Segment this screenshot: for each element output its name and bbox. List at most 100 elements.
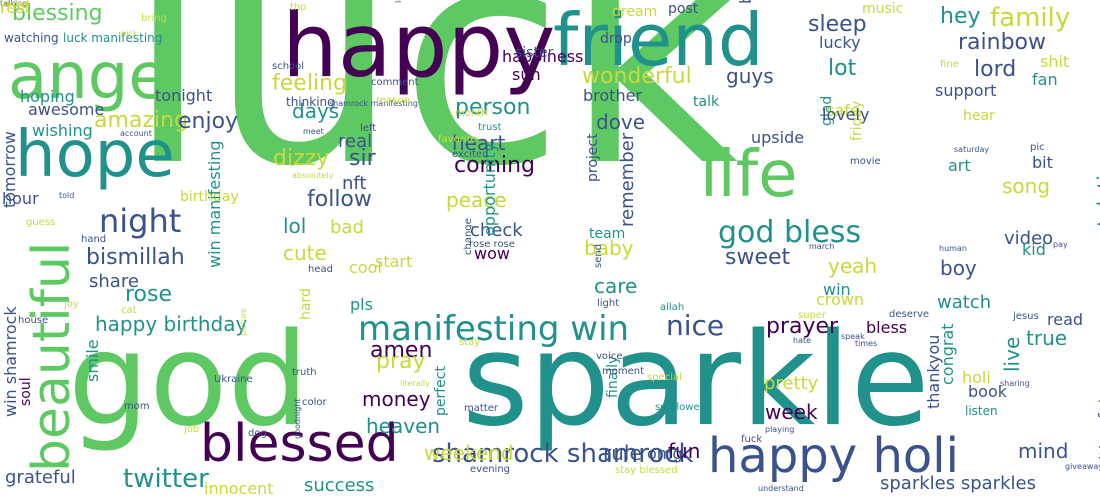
- cloud-word: amen: [370, 338, 433, 363]
- cloud-word: shamrock shamrock: [432, 439, 694, 469]
- cloud-word: check: [470, 220, 523, 241]
- cloud-word: omg: [647, 444, 683, 463]
- cloud-word: twitter: [123, 464, 209, 494]
- cloud-word: lol: [283, 214, 307, 238]
- cloud-word: school: [272, 61, 305, 72]
- cloud-word: shamrock manifesting: [329, 99, 418, 108]
- cloud-word: drop: [600, 31, 632, 47]
- cloud-word: boy: [940, 256, 977, 280]
- cloud-word: pray: [376, 349, 426, 374]
- cloud-word: reason: [376, 95, 410, 106]
- cloud-word: evening: [470, 464, 511, 475]
- cloud-word: peace: [446, 188, 507, 212]
- cloud-word: bad: [330, 217, 364, 238]
- cloud-word: crown: [816, 290, 865, 309]
- cloud-word: blessed: [200, 414, 399, 474]
- cloud-word: rainbow: [958, 30, 1046, 55]
- cloud-word: support: [935, 81, 997, 100]
- cloud-word: sharing: [1000, 379, 1030, 388]
- cloud-word: wishing: [32, 121, 93, 140]
- cloud-word: god bless: [718, 215, 862, 250]
- cloud-word: rose: [125, 282, 173, 307]
- cloud-word: voice: [596, 351, 623, 362]
- cloud-word: guys: [726, 64, 774, 88]
- cloud-word: hoping: [20, 87, 75, 106]
- cloud-word: grateful: [5, 467, 76, 488]
- cloud-word: human: [939, 244, 967, 253]
- cloud-word: friend: [553, 0, 764, 82]
- cloud-word: art: [948, 156, 971, 175]
- cloud-word: matter: [464, 403, 498, 414]
- cloud-word: hey: [940, 4, 981, 29]
- cloud-word: sunflower: [655, 402, 704, 413]
- cloud-word: head: [308, 264, 333, 275]
- cloud-word: wonderful: [582, 64, 692, 89]
- cloud-word: giveaway: [1065, 462, 1100, 471]
- cloud-word: jesus: [1013, 311, 1039, 322]
- cloud-word: march: [809, 242, 835, 251]
- cloud-word: pls: [350, 295, 373, 314]
- cloud-word: hand: [81, 234, 107, 245]
- cloud-word: kid: [1022, 240, 1046, 259]
- cloud-word: fine: [940, 59, 959, 70]
- cloud-word: lucky: [819, 33, 861, 52]
- cloud-word: send: [593, 243, 604, 268]
- cloud-word: light: [597, 298, 620, 309]
- cloud-word: weekend: [424, 441, 514, 465]
- cloud-word: lord: [974, 57, 1017, 82]
- cloud-word: nft: [342, 173, 367, 194]
- cloud-word: win shamrock: [1, 306, 20, 417]
- cloud-word: brother: [583, 86, 643, 105]
- cloud-word: playing: [765, 425, 795, 434]
- cloud-word: post: [668, 1, 699, 17]
- cloud-word: follow: [307, 187, 372, 212]
- cloud-word: saturday: [954, 145, 990, 154]
- cloud-word: mind: [1018, 439, 1069, 463]
- cloud-word: allah: [660, 302, 685, 313]
- cloud-word: success: [304, 475, 375, 496]
- cloud-word: true: [1026, 326, 1068, 350]
- cloud-word: color: [302, 397, 327, 408]
- cloud-word: smile: [83, 339, 102, 382]
- cloud-word: innocent: [204, 479, 274, 498]
- cloud-word: holi: [962, 368, 991, 387]
- cloud-word: watch: [937, 292, 992, 313]
- cloud-word: bring: [141, 13, 167, 24]
- cloud-word: forget: [0, 0, 30, 10]
- cloud-word: month: [455, 108, 488, 119]
- cloud-word: meet: [303, 127, 324, 136]
- cloud-word: moment: [602, 366, 645, 377]
- cloud-word: pretty: [764, 373, 819, 394]
- cloud-word: manifesting win: [358, 309, 630, 349]
- cloud-word: win manifesting: [205, 140, 224, 268]
- cloud-word: heaven: [366, 414, 441, 438]
- cloud-word: enjoy: [178, 109, 239, 134]
- cloud-word: favorite: [438, 134, 477, 145]
- cloud-word: sun: [512, 65, 541, 84]
- cloud-word: life: [700, 138, 798, 212]
- cloud-word: congrat: [938, 323, 957, 385]
- cloud-word: cat: [121, 305, 137, 316]
- cloud-word: account: [120, 129, 152, 138]
- cloud-word: amazing: [94, 108, 188, 133]
- cloud-word: cool: [349, 258, 382, 277]
- cloud-word: stay blessed: [615, 465, 678, 476]
- cloud-word: listen: [965, 404, 998, 418]
- cloud-word: prayer: [766, 314, 839, 339]
- cloud-word: happy holi: [708, 428, 959, 484]
- cloud-word: dog: [248, 428, 267, 439]
- cloud-word: nice: [666, 309, 725, 342]
- cloud-word: movie: [850, 156, 881, 167]
- cloud-word: lovely: [822, 105, 870, 124]
- cloud-word: sweet: [725, 245, 791, 270]
- cloud-word: week: [765, 400, 818, 424]
- cloud-word: understand: [758, 484, 804, 493]
- cloud-word: super: [798, 310, 827, 321]
- cloud-word: pick: [121, 29, 138, 38]
- cloud-word: upside: [751, 128, 805, 147]
- cloud-word: baby: [584, 236, 634, 260]
- cloud-word: happiness: [502, 47, 584, 66]
- cloud-word: pic: [1030, 142, 1045, 153]
- cloud-word: bismillah: [86, 245, 185, 270]
- cloud-word: start: [375, 252, 413, 271]
